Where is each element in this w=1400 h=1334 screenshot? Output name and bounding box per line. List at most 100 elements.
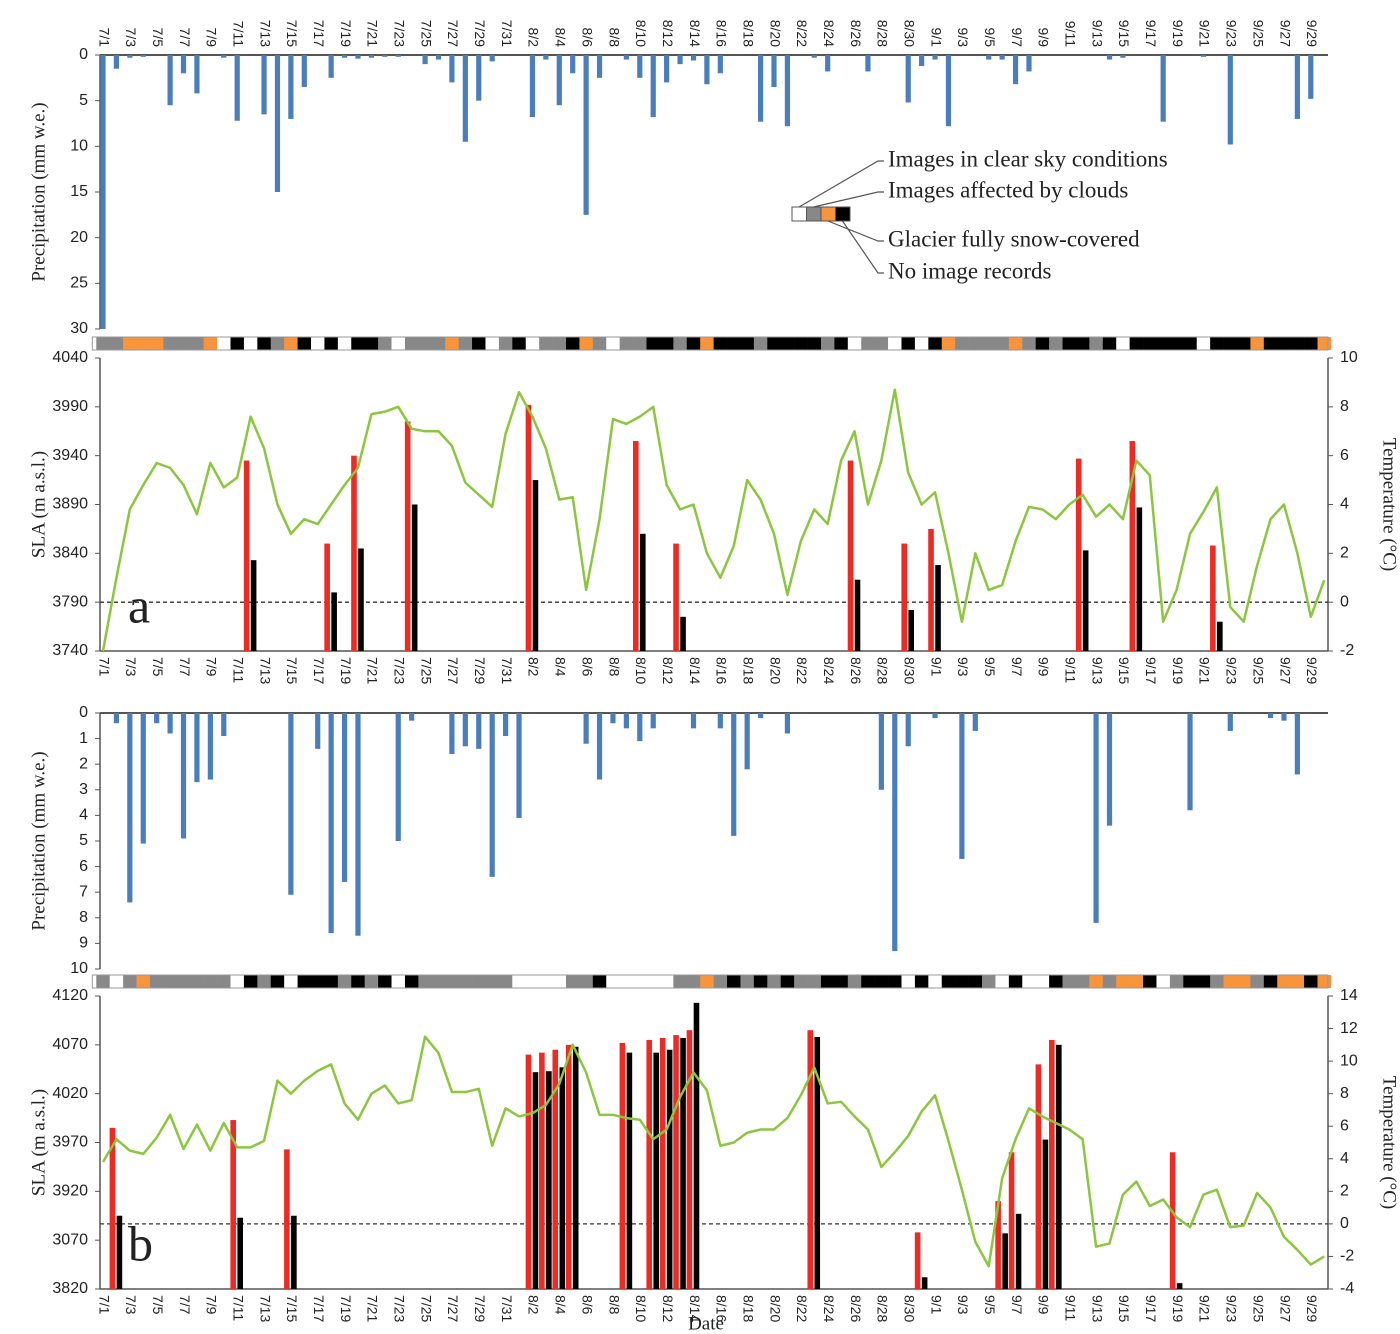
bar [637, 713, 643, 742]
status-cell [1263, 975, 1278, 988]
status-cell [163, 975, 178, 988]
x-tick-label: 8/18 [740, 1295, 756, 1322]
status-cell [136, 337, 151, 350]
y-tick-label: 5 [79, 832, 88, 849]
legend-swatch [835, 206, 851, 222]
y2-tick-label: 12 [1340, 1020, 1358, 1037]
x-tick-label: 7/13 [257, 1295, 273, 1322]
bar [1267, 713, 1274, 719]
bar [355, 55, 361, 59]
status-cell [190, 337, 204, 350]
status-cell [311, 337, 325, 350]
status-cell [297, 975, 312, 988]
y2-tick-label: 6 [1340, 447, 1349, 464]
status-cell [149, 337, 164, 350]
x-tick-label: 7/9 [204, 1295, 220, 1315]
x-tick-label: 9/27 [1277, 20, 1293, 47]
status-cell [1035, 337, 1050, 350]
x-tick-label: 8/30 [901, 1295, 917, 1322]
status-cell [1075, 337, 1090, 350]
x-tick-label: 8/24 [821, 20, 837, 47]
bar [489, 713, 495, 877]
status-cell [485, 337, 500, 350]
x-tick-label: 9/29 [1304, 20, 1320, 47]
sla-bar [284, 1149, 290, 1289]
sla-bar [686, 1030, 693, 1289]
bar [999, 55, 1005, 60]
status-cell [767, 975, 782, 988]
bar [449, 55, 455, 83]
status-cell [472, 337, 486, 350]
sla-bar [559, 1067, 566, 1289]
x-tick-label: 8/28 [875, 1295, 891, 1322]
x-tick-label: 7/15 [284, 657, 300, 684]
bar [583, 55, 589, 215]
y-tick-label: 30 [70, 320, 88, 337]
bar [690, 55, 697, 61]
bar [288, 713, 294, 895]
status-cell [498, 975, 513, 988]
sla-bar [1082, 550, 1089, 651]
sla-bar [1176, 1283, 1183, 1289]
sla-bar [1129, 441, 1136, 651]
y-tick-label: 0 [79, 704, 88, 721]
status-cell [378, 975, 392, 988]
y-tick-label: 8 [79, 909, 88, 926]
bar [905, 55, 911, 103]
status-cell [230, 337, 245, 350]
x-tick-label: 9/1 [928, 28, 944, 48]
status-cell [753, 975, 768, 988]
bar [1294, 713, 1300, 775]
x-tick-label: 7/27 [445, 20, 461, 47]
bar [167, 55, 173, 106]
x-tick-label: 9/15 [1116, 657, 1132, 684]
y-tick-label: 3890 [52, 496, 88, 513]
y-tick-label: 5 [79, 92, 88, 109]
bar [610, 713, 616, 724]
status-cell [96, 975, 111, 988]
status-cell [565, 337, 580, 350]
bar [154, 713, 160, 724]
x-tick-label: 8/4 [553, 1295, 569, 1315]
status-cell [136, 975, 151, 988]
x-tick-label: 8/12 [660, 1295, 676, 1322]
status-cell [874, 337, 889, 350]
sla-bar [995, 1201, 1001, 1289]
x-tick-label: 7/3 [123, 28, 139, 48]
x-tick-label: 7/7 [177, 28, 193, 48]
x-tick-label: 8/16 [714, 657, 730, 684]
x-tick-label: 9/13 [1089, 1295, 1105, 1322]
x-tick-label: 7/27 [445, 657, 461, 684]
bar [731, 713, 737, 836]
x-tick-label: 8/6 [579, 1295, 595, 1315]
status-cell [727, 975, 741, 988]
bar [650, 713, 656, 729]
bar [1227, 55, 1233, 145]
sla-bar [666, 1049, 673, 1289]
status-cell [190, 975, 204, 988]
sla-bar [1217, 621, 1223, 651]
status-cell [1102, 975, 1117, 988]
status-cell [1277, 975, 1291, 988]
status-cell [874, 975, 889, 988]
bar [113, 55, 120, 69]
status-cell [820, 337, 835, 350]
status-cell [1250, 337, 1265, 350]
status-cell [351, 337, 365, 350]
status-cell [847, 337, 862, 350]
status-cell [1049, 337, 1063, 350]
status-cell [525, 337, 540, 350]
status-cell [847, 975, 862, 988]
status-cell [1089, 337, 1104, 350]
x-tick-label: 9/23 [1224, 657, 1240, 684]
x-tick-label: 9/23 [1224, 1295, 1240, 1322]
x-tick-label: 8/8 [606, 28, 622, 48]
bar [596, 713, 603, 780]
bar [301, 55, 307, 87]
x-tick-label: 8/12 [660, 657, 676, 684]
y2-tick-label: 2 [1340, 545, 1349, 562]
status-cell [217, 337, 231, 350]
status-cell [512, 975, 527, 988]
bar [194, 55, 200, 94]
x-tick-label: 8/16 [714, 1295, 730, 1322]
